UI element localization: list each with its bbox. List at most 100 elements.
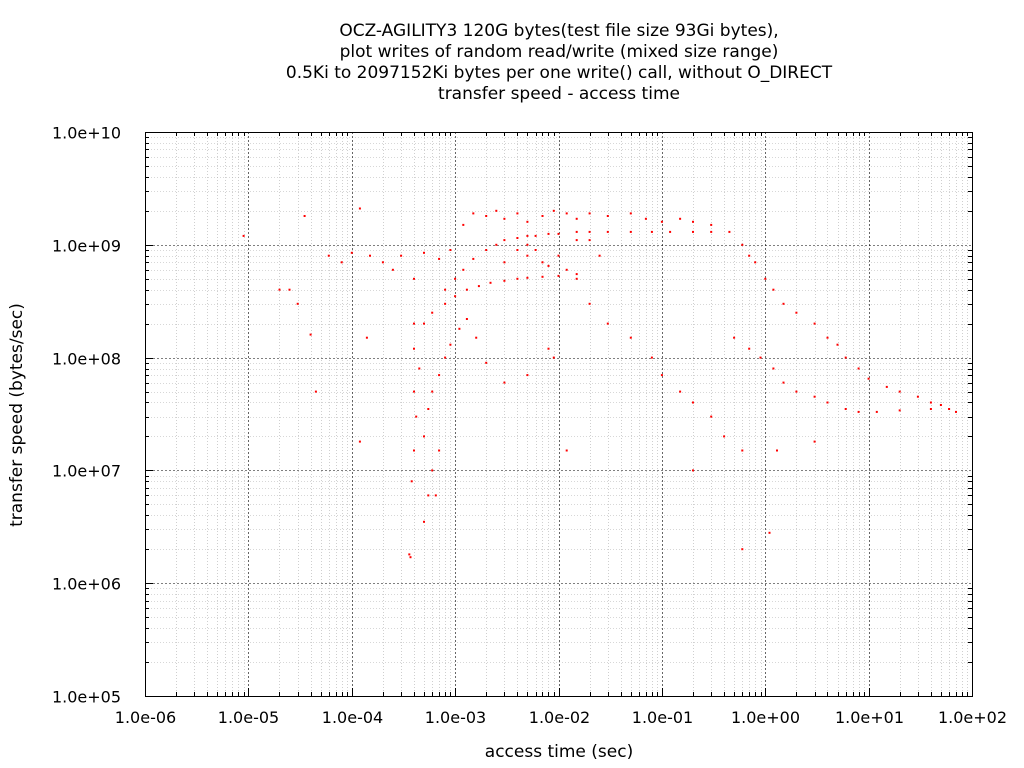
data-point	[503, 279, 506, 282]
data-point	[588, 230, 591, 233]
data-point	[588, 212, 591, 215]
data-point	[495, 243, 498, 246]
data-point	[526, 243, 529, 246]
data-point	[369, 254, 371, 257]
data-point	[588, 302, 591, 305]
data-point	[408, 553, 411, 556]
data-point	[309, 333, 312, 336]
data-point	[444, 302, 447, 305]
data-point	[826, 336, 829, 339]
data-point	[462, 223, 465, 226]
data-point	[409, 556, 412, 559]
data-point	[606, 230, 609, 233]
data-point	[557, 254, 560, 257]
data-point	[741, 243, 744, 246]
data-point	[939, 404, 942, 406]
data-point	[692, 401, 694, 404]
data-point	[875, 410, 878, 413]
data-point	[547, 264, 550, 267]
data-point	[588, 239, 591, 242]
data-point	[565, 212, 568, 215]
data-point	[454, 277, 457, 280]
data-point	[575, 277, 578, 280]
data-point	[826, 401, 829, 404]
data-point	[477, 285, 480, 288]
data-point	[462, 268, 465, 271]
data-point	[710, 223, 713, 226]
data-point	[575, 273, 578, 276]
y-tick-label: 1.0e+05	[52, 688, 121, 707]
data-point	[692, 220, 694, 223]
data-point	[438, 449, 441, 452]
data-point	[534, 249, 537, 251]
data-point	[575, 239, 578, 242]
data-point	[526, 220, 529, 223]
x-axis-tick-labels: 1.0e-06 1.0e-05 1.0e-04 1.0e-03 1.0e-02 1.0e-…	[115, 708, 1007, 727]
data-point	[660, 220, 663, 223]
data-point	[679, 390, 682, 393]
data-point	[772, 367, 775, 370]
data-point	[748, 254, 751, 257]
y-axis-tick-labels: 1.0e+05 1.0e+06 1.0e+07 1.0e+08 1.0e+09 1.0e+…	[52, 124, 121, 707]
data-point	[485, 215, 488, 217]
data-point	[413, 277, 415, 280]
data-point	[438, 374, 441, 377]
data-point	[598, 254, 601, 257]
data-point	[795, 390, 798, 393]
title-line: 0.5Ki to 2097152Ki bytes per one write()…	[286, 63, 833, 83]
data-point	[813, 440, 816, 443]
data-point	[660, 374, 663, 377]
data-point	[314, 390, 317, 393]
data-point	[438, 257, 441, 260]
x-axis-label: access time (sec)	[485, 742, 633, 762]
data-point	[381, 261, 384, 264]
data-point	[552, 209, 555, 212]
y-tick-label: 1.0e+10	[52, 124, 121, 143]
data-point	[575, 217, 578, 220]
data-point	[516, 249, 519, 251]
data-point	[458, 327, 461, 330]
data-point	[782, 302, 785, 305]
data-point	[557, 274, 560, 277]
data-point	[288, 288, 291, 291]
data-point	[885, 385, 888, 388]
data-point	[898, 409, 901, 412]
data-point	[759, 356, 762, 359]
data-point	[650, 356, 653, 359]
minor-grid	[145, 132, 972, 696]
data-point	[503, 239, 506, 242]
data-point	[327, 254, 330, 257]
data-point	[410, 480, 413, 483]
y-axis-label: transfer speed (bytes/sec)	[7, 303, 27, 527]
data-point	[423, 251, 425, 254]
data-point	[423, 520, 425, 523]
data-point	[427, 494, 430, 497]
data-point	[526, 234, 529, 237]
data-point	[764, 277, 767, 280]
data-point	[465, 288, 468, 291]
data-point	[358, 440, 361, 443]
data-point	[629, 336, 632, 339]
data-point	[547, 347, 550, 350]
data-point	[813, 322, 816, 325]
data-point	[427, 408, 430, 410]
data-point	[503, 261, 506, 264]
x-tick-label: 1.0e-03	[425, 708, 486, 727]
major-grid	[145, 132, 973, 697]
plot-frame	[145, 132, 973, 697]
data-point	[472, 212, 475, 215]
y-tick-label: 1.0e+08	[52, 350, 121, 369]
data-point	[644, 217, 647, 220]
data-point	[710, 230, 713, 233]
data-point	[650, 230, 653, 233]
data-point	[710, 415, 713, 418]
title-line: transfer speed - access time	[438, 84, 680, 104]
data-point	[836, 343, 839, 346]
y-tick-label: 1.0e+06	[52, 575, 121, 594]
data-point	[413, 449, 415, 452]
y-tick-label: 1.0e+09	[52, 237, 121, 256]
data-point	[557, 232, 560, 235]
data-points	[242, 207, 957, 559]
data-point	[413, 390, 415, 393]
data-point	[365, 336, 368, 339]
